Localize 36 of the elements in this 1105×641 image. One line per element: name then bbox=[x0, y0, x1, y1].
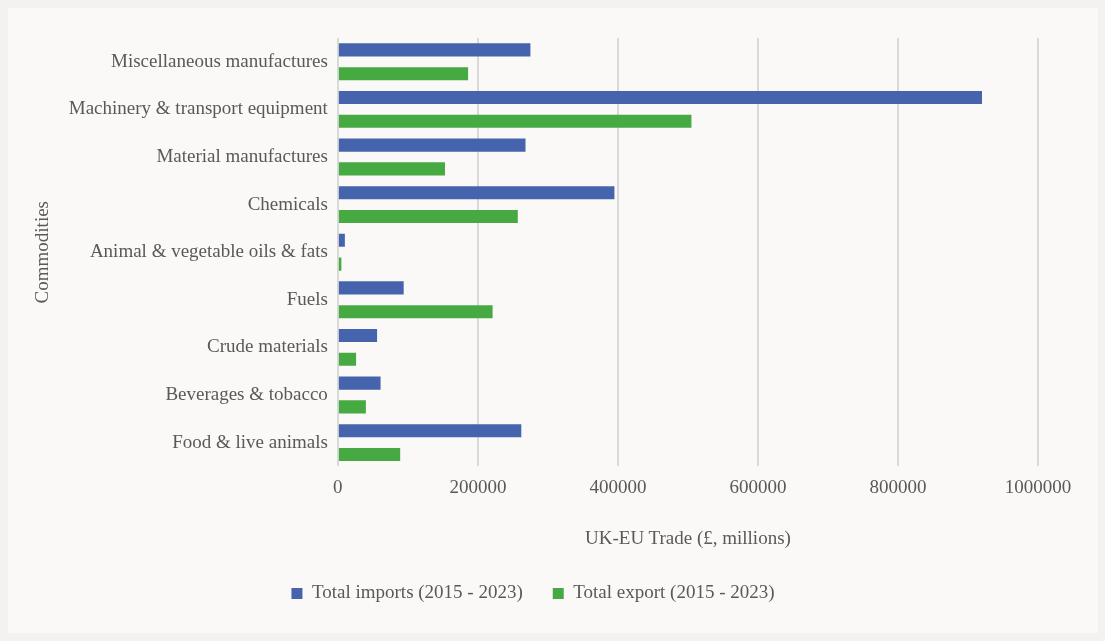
y-tick-label: Chemicals bbox=[247, 192, 328, 214]
bar bbox=[338, 400, 366, 414]
x-tick-label: 400000 bbox=[589, 475, 647, 497]
y-axis-title: Commodities bbox=[31, 201, 53, 304]
bar bbox=[338, 67, 469, 81]
bar bbox=[338, 352, 357, 366]
y-tick-label: Crude materials bbox=[207, 335, 328, 357]
bar bbox=[338, 447, 401, 462]
x-tick-label: 800000 bbox=[869, 475, 927, 497]
bar bbox=[338, 376, 381, 390]
legend-label: Total imports (2015 - 2023) bbox=[311, 581, 523, 604]
legend-label: Total export (2015 - 2023) bbox=[573, 581, 775, 604]
bar bbox=[338, 43, 531, 57]
bar bbox=[338, 233, 345, 247]
y-tick-label: Material manufactures bbox=[156, 144, 328, 166]
x-tick-label: 1000000 bbox=[1004, 475, 1072, 497]
bar bbox=[338, 328, 378, 343]
bar bbox=[338, 90, 982, 105]
y-tick-label: Fuels bbox=[286, 287, 328, 309]
y-tick-label: Machinery & transport equipment bbox=[68, 97, 329, 119]
bar bbox=[338, 114, 692, 128]
y-tick-label: Miscellaneous manufactures bbox=[111, 49, 328, 71]
y-tick-label: Food & live animals bbox=[172, 430, 328, 452]
x-tick-label: 600000 bbox=[729, 475, 787, 497]
bar bbox=[338, 162, 445, 176]
bar bbox=[338, 186, 615, 200]
bar bbox=[338, 424, 522, 438]
y-tick-label: Animal & vegetable oils & fats bbox=[89, 240, 328, 262]
bar bbox=[338, 281, 404, 295]
x-tick-label: 0 bbox=[333, 475, 343, 497]
x-axis-title: UK-EU Trade (£, millions) bbox=[585, 526, 791, 549]
bar bbox=[338, 305, 493, 319]
bar bbox=[338, 209, 518, 224]
y-tick-label: Beverages & tobacco bbox=[165, 382, 328, 404]
x-tick-label: 200000 bbox=[449, 475, 507, 497]
bar bbox=[338, 138, 526, 152]
